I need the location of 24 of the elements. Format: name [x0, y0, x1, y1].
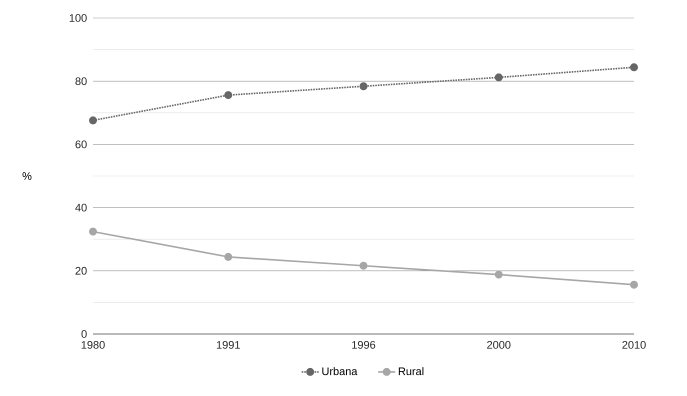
point — [494, 73, 503, 82]
point — [89, 116, 97, 124]
y-tick-label: 80 — [75, 77, 87, 86]
x-tick-label: 2010 — [622, 340, 646, 349]
y-tick-label: 100 — [70, 14, 87, 22]
x-tick-label: 2000 — [487, 340, 511, 349]
point — [630, 63, 638, 72]
legend-label: Urbana — [322, 367, 358, 376]
y-tick-label: 60 — [76, 140, 87, 148]
x-tick-label: 1980 — [82, 340, 105, 349]
point — [224, 252, 232, 261]
x-tick-label: 1991 — [216, 340, 240, 349]
point — [224, 91, 232, 100]
point — [89, 228, 97, 236]
y-tick-label: 0 — [81, 330, 87, 338]
y-tick-label: 20 — [76, 266, 87, 275]
point — [360, 262, 368, 270]
point — [630, 280, 638, 289]
point — [360, 82, 368, 90]
y-tick-label: 40 — [75, 204, 87, 212]
point — [494, 270, 503, 279]
x-tick-label: 1996 — [352, 340, 376, 349]
y-axis-title: % — [22, 172, 32, 180]
legend-label: Rural — [398, 367, 424, 376]
